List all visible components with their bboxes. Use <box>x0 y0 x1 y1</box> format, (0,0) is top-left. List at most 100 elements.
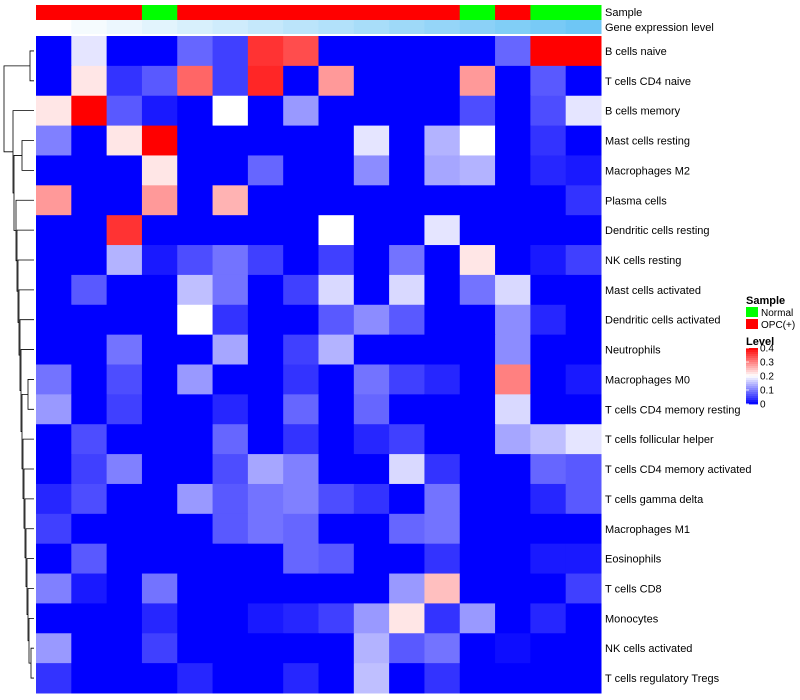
heatmap-cell <box>36 95 72 127</box>
heatmap-cell <box>459 424 496 455</box>
heatmap-cell <box>177 663 214 694</box>
heatmap-cell <box>283 573 319 604</box>
heatmap-cell <box>424 215 461 246</box>
heatmap-cell <box>247 663 284 694</box>
heatmap-cell <box>565 483 602 515</box>
heatmap-cell <box>36 573 72 604</box>
row-label: NK cells resting <box>605 255 681 267</box>
row-label: T cells regulatory Tregs <box>605 673 720 685</box>
heatmap-cell <box>389 454 425 485</box>
row-label: Dendritic cells activated <box>605 315 721 327</box>
heatmap-cell <box>177 603 214 634</box>
legend-color-step <box>746 396 758 399</box>
heatmap-cell <box>353 274 390 306</box>
heatmap-cell <box>106 215 143 246</box>
heatmap-cell <box>141 663 178 694</box>
heatmap-cell <box>353 364 390 395</box>
heatmap-cell <box>495 663 531 694</box>
legend-tick-0-1: 0.1 <box>760 386 774 397</box>
row-label: T cells CD8 <box>605 583 662 595</box>
legend-color-step <box>746 356 758 359</box>
heatmap-cell <box>212 65 249 97</box>
legend-color-step <box>746 360 758 363</box>
heatmap-cell <box>71 125 108 156</box>
heatmap-cell <box>106 334 143 365</box>
heatmap-cell <box>212 424 249 455</box>
heatmap-cell <box>530 603 567 634</box>
heatmap-cell <box>36 633 72 664</box>
level-annotation-cell <box>530 20 567 34</box>
legend-color-step <box>746 368 758 371</box>
heatmap-cell <box>212 364 249 395</box>
heatmap-cell <box>71 274 108 306</box>
heatmap-cell <box>459 633 496 664</box>
heatmap-cell <box>71 36 108 67</box>
heatmap-cell <box>353 65 390 97</box>
heatmap-cell <box>424 155 461 186</box>
dendrogram-branch <box>21 140 34 171</box>
heatmap-cell <box>212 274 249 306</box>
heatmap-cell <box>459 454 496 485</box>
heatmap-cell <box>247 185 284 216</box>
heatmap-cell <box>141 364 178 395</box>
legend-label-opc: OPC(+) <box>761 320 795 331</box>
heatmap-cell <box>318 483 355 515</box>
heatmap-cell <box>318 334 355 365</box>
heatmap-cell <box>495 424 531 455</box>
heatmap-cell <box>141 185 178 216</box>
heatmap-cell <box>212 215 249 246</box>
level-annotation-cell <box>424 20 461 34</box>
heatmap-cell <box>353 36 390 67</box>
heatmap-cell <box>106 95 143 127</box>
heatmap-cell <box>353 394 390 425</box>
row-label: T cells CD4 memory activated <box>605 464 752 476</box>
heatmap-cell <box>530 663 567 694</box>
heatmap-cell <box>106 155 143 186</box>
heatmap-cell <box>353 633 390 664</box>
heatmap-cell <box>247 633 284 664</box>
row-label: Neutrophils <box>605 345 661 357</box>
heatmap-cell <box>424 513 461 545</box>
heatmap-cell <box>71 424 108 455</box>
legend-color-step <box>746 362 758 365</box>
level-annotation-cell <box>247 20 284 34</box>
heatmap-cell <box>565 36 602 67</box>
heatmap-cell <box>177 95 214 127</box>
dendrogram-branch <box>27 379 34 410</box>
heatmap-cell <box>71 483 108 515</box>
heatmap-cell <box>177 483 214 515</box>
heatmap-cell <box>247 334 284 365</box>
heatmap-cell <box>177 424 214 455</box>
sample-annotation-cell <box>353 5 390 20</box>
heatmap-cell <box>318 245 355 276</box>
heatmap-cell <box>318 573 355 604</box>
heatmap-cell <box>36 185 72 216</box>
heatmap-cell <box>318 36 355 67</box>
heatmap-cell <box>212 633 249 664</box>
heatmap-cell <box>71 155 108 186</box>
sample-annotation-cell <box>283 5 319 20</box>
heatmap-cell <box>141 334 178 365</box>
heatmap-cell <box>177 185 214 216</box>
heatmap-cell <box>318 125 355 156</box>
heatmap-cell <box>141 155 178 186</box>
sample-annotation-cell <box>36 5 72 20</box>
heatmap-cell <box>247 543 284 575</box>
heatmap-cell <box>71 185 108 216</box>
heatmap-cell <box>565 185 602 216</box>
heatmap-cell <box>36 334 72 365</box>
heatmap-cell <box>212 155 249 186</box>
heatmap-cell <box>36 36 72 67</box>
heatmap-cell <box>36 483 72 515</box>
dendrogram-branch <box>13 155 22 231</box>
heatmap-cell <box>71 364 108 395</box>
heatmap-cell <box>459 274 496 306</box>
heatmap-cell <box>424 543 461 575</box>
heatmap-cell <box>247 603 284 634</box>
dendrogram-branch <box>28 617 34 664</box>
heatmap-cell <box>71 513 108 545</box>
heatmap-cell <box>71 543 108 575</box>
row-label: T cells CD4 memory resting <box>605 404 741 416</box>
heatmap-cell <box>36 274 72 306</box>
heatmap-cell <box>283 424 319 455</box>
